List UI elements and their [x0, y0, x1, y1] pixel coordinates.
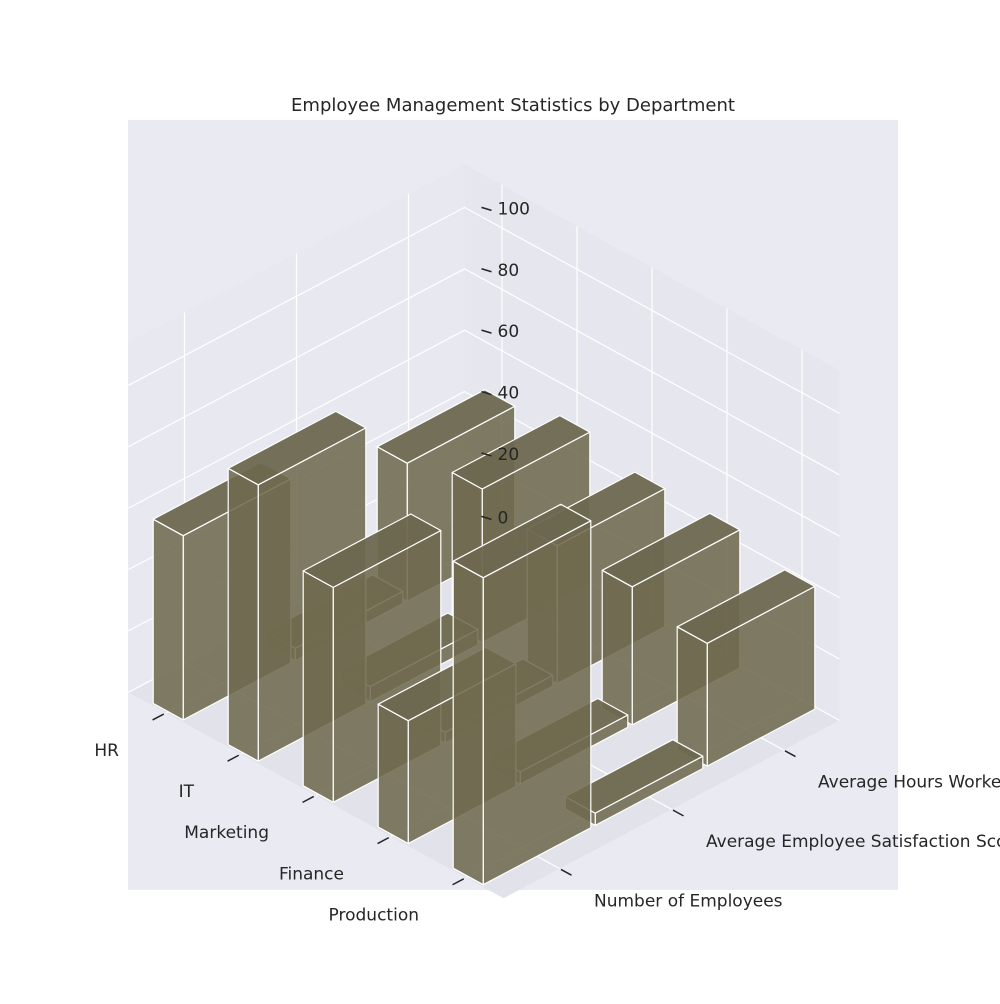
z-gridline — [128, 268, 840, 476]
series-tick — [784, 750, 796, 758]
bar-front-face — [152, 518, 184, 721]
z-tick — [481, 329, 492, 334]
bar-top-face — [601, 512, 741, 588]
z-tick-label: 80 — [498, 261, 520, 281]
category-tick-label: HR — [94, 741, 119, 761]
z-tick — [481, 268, 492, 273]
bar-side-face — [482, 520, 592, 886]
bar-top-face — [227, 410, 367, 486]
bar-front-face — [302, 570, 334, 803]
z-tick — [481, 206, 492, 212]
z-tick-label: 40 — [498, 384, 520, 404]
category-tick — [227, 754, 240, 762]
category-tick-label: Marketing — [184, 823, 269, 843]
bar-front-face — [227, 467, 259, 762]
category-tick — [377, 836, 390, 845]
series-tick-label: Average Hours Worked Weekly — [818, 773, 1000, 793]
bar-front-face — [452, 560, 484, 886]
z-gridline — [128, 329, 840, 537]
z-gridline — [128, 206, 840, 414]
bar — [452, 503, 592, 886]
bar-top-face — [451, 415, 591, 490]
series-tick — [672, 809, 684, 817]
category-tick-label: Finance — [279, 864, 344, 884]
category-tick — [302, 795, 315, 804]
bar-top-face — [676, 569, 816, 644]
z-tick-label: 20 — [498, 445, 520, 465]
bar-top-face — [302, 513, 442, 589]
axis-ticks: Production Finance Marketing IT HR Number of … — [94, 199, 1000, 925]
bar — [676, 569, 816, 767]
bar-front-face — [601, 569, 633, 726]
z-tick-label: 0 — [498, 508, 509, 528]
series-tick — [560, 868, 572, 876]
z-tick-label: 60 — [498, 322, 520, 342]
series-tick-label: Average Employee Satisfaction Score — [706, 832, 1000, 852]
chart-title: Employee Management Statistics by Depart… — [291, 95, 735, 116]
z-tick-label: 100 — [498, 199, 530, 219]
category-tick-label: IT — [179, 782, 195, 802]
bars — [152, 389, 816, 886]
series-tick-label: Number of Employees — [594, 891, 783, 911]
bar-front-face — [377, 703, 409, 845]
category-tick — [452, 878, 465, 886]
category-tick — [152, 713, 165, 721]
z-tick — [481, 452, 492, 457]
bar-top-face — [376, 389, 516, 464]
z-tick — [481, 390, 492, 396]
bar-top-face — [452, 503, 592, 579]
z-tick — [481, 515, 492, 521]
category-tick-label: Production — [329, 906, 419, 926]
